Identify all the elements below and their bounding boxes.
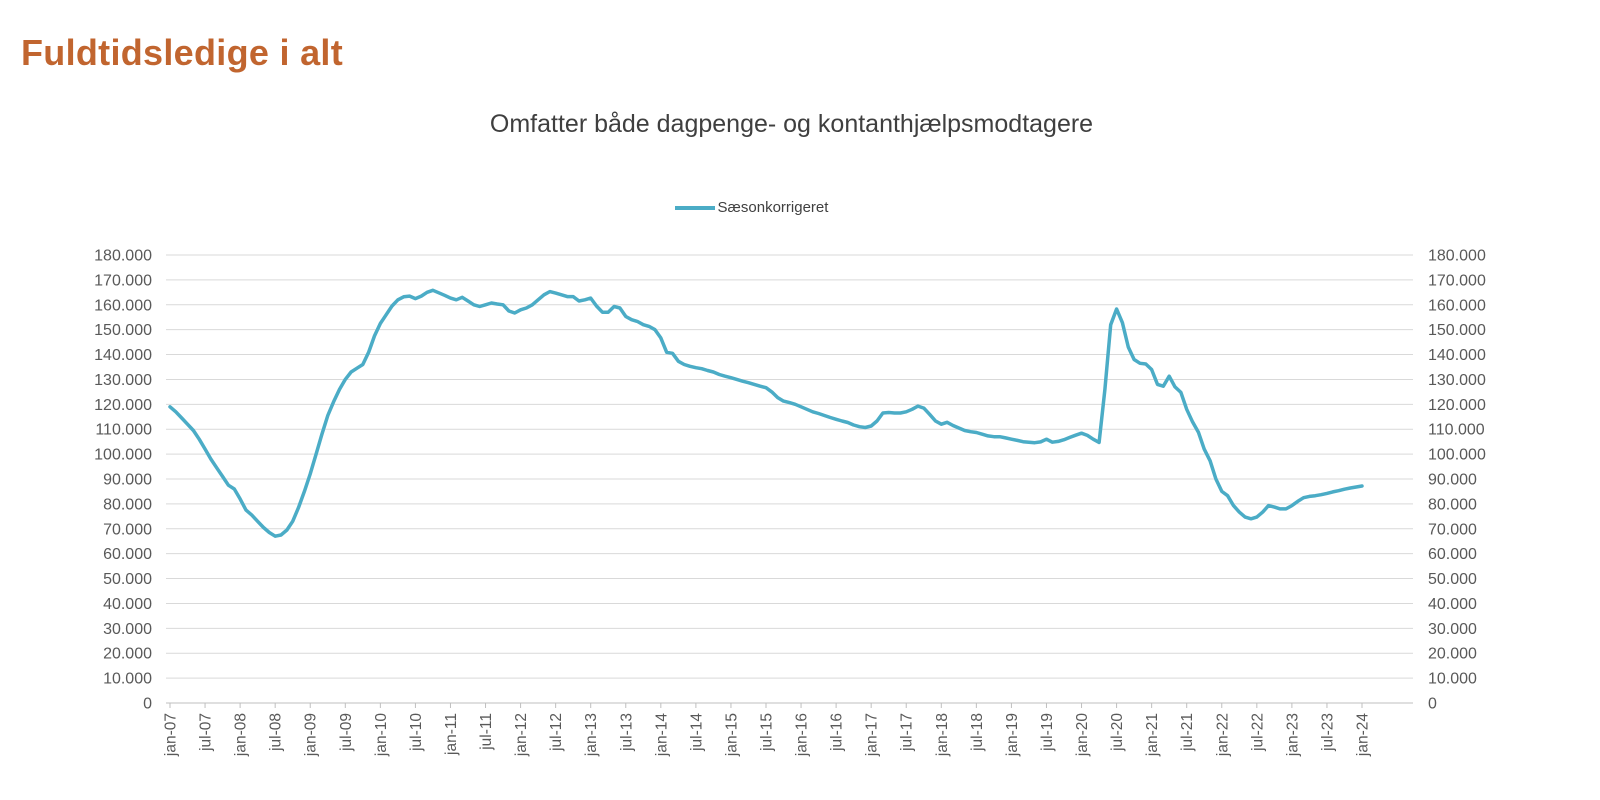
svg-text:150.000: 150.000 (1428, 322, 1486, 339)
svg-text:0: 0 (143, 696, 152, 713)
svg-text:jan-20: jan-20 (1074, 713, 1091, 757)
svg-text:jul-07: jul-07 (198, 713, 215, 752)
svg-text:jan-22: jan-22 (1214, 713, 1231, 757)
svg-text:80.000: 80.000 (103, 496, 152, 513)
svg-text:jan-19: jan-19 (1004, 713, 1021, 757)
svg-text:jan-24: jan-24 (1355, 713, 1372, 757)
svg-text:90.000: 90.000 (1428, 472, 1477, 489)
legend-line-swatch (674, 205, 715, 210)
svg-text:160.000: 160.000 (1428, 297, 1486, 314)
svg-text:60.000: 60.000 (103, 546, 152, 563)
svg-text:130.000: 130.000 (1428, 372, 1486, 389)
svg-text:jan-16: jan-16 (794, 713, 811, 757)
svg-text:jul-20: jul-20 (1109, 713, 1126, 752)
svg-text:jul-08: jul-08 (268, 713, 285, 752)
svg-text:0: 0 (1428, 696, 1437, 713)
svg-text:40.000: 40.000 (1428, 596, 1477, 613)
svg-text:10.000: 10.000 (1428, 671, 1477, 688)
svg-text:60.000: 60.000 (1428, 546, 1477, 563)
svg-text:110.000: 110.000 (95, 422, 152, 439)
svg-text:jul-23: jul-23 (1319, 713, 1336, 752)
svg-text:20.000: 20.000 (1428, 646, 1477, 663)
svg-text:jul-19: jul-19 (1039, 713, 1056, 752)
svg-text:140.000: 140.000 (1428, 347, 1486, 364)
svg-text:30.000: 30.000 (1428, 621, 1477, 638)
svg-text:jan-18: jan-18 (934, 713, 951, 757)
svg-text:100.000: 100.000 (94, 447, 152, 464)
svg-text:180.000: 180.000 (94, 248, 152, 265)
svg-text:jan-23: jan-23 (1284, 713, 1301, 757)
svg-text:jan-21: jan-21 (1144, 713, 1161, 757)
page-title: Fuldtidsledige i alt (21, 32, 344, 73)
svg-text:jan-17: jan-17 (864, 713, 881, 757)
svg-text:jan-13: jan-13 (583, 713, 600, 757)
svg-text:jul-16: jul-16 (829, 713, 846, 752)
svg-text:120.000: 120.000 (94, 397, 152, 414)
svg-text:160.000: 160.000 (94, 297, 152, 314)
svg-text:jan-10: jan-10 (373, 713, 390, 757)
svg-text:jul-11: jul-11 (478, 713, 495, 751)
svg-text:jul-17: jul-17 (899, 713, 916, 752)
svg-text:180.000: 180.000 (1428, 248, 1486, 265)
svg-text:80.000: 80.000 (1428, 496, 1477, 513)
svg-text:jul-13: jul-13 (618, 713, 635, 752)
svg-text:jan-15: jan-15 (723, 713, 740, 757)
svg-text:50.000: 50.000 (103, 571, 152, 588)
svg-text:20.000: 20.000 (103, 646, 152, 663)
svg-text:jan-12: jan-12 (513, 713, 530, 757)
svg-text:50.000: 50.000 (1428, 571, 1477, 588)
svg-text:jan-11: jan-11 (443, 713, 460, 756)
svg-text:90.000: 90.000 (103, 472, 152, 489)
svg-text:130.000: 130.000 (94, 372, 152, 389)
chart-legend: Sæsonkorrigeret (130, 199, 1373, 216)
svg-text:10.000: 10.000 (103, 671, 152, 688)
chart-title: Omfatter både dagpenge- og kontanthjælps… (489, 110, 1094, 138)
svg-text:jul-10: jul-10 (408, 713, 425, 752)
svg-text:70.000: 70.000 (1428, 521, 1477, 538)
svg-text:170.000: 170.000 (1428, 272, 1486, 289)
svg-text:jul-14: jul-14 (688, 713, 705, 752)
svg-text:170.000: 170.000 (94, 272, 152, 289)
svg-text:jul-15: jul-15 (759, 713, 776, 752)
svg-text:70.000: 70.000 (103, 521, 152, 538)
svg-text:jul-21: jul-21 (1179, 713, 1196, 752)
legend-label: Sæsonkorrigeret (717, 199, 829, 216)
svg-text:110.000: 110.000 (1428, 422, 1485, 439)
svg-text:40.000: 40.000 (103, 596, 152, 613)
svg-text:150.000: 150.000 (94, 322, 152, 339)
svg-text:jul-22: jul-22 (1249, 713, 1266, 752)
svg-text:140.000: 140.000 (94, 347, 152, 364)
svg-text:jan-09: jan-09 (303, 713, 320, 757)
svg-text:120.000: 120.000 (1428, 397, 1486, 414)
svg-text:jul-18: jul-18 (969, 713, 986, 752)
svg-text:jan-08: jan-08 (233, 713, 250, 757)
svg-text:jul-09: jul-09 (338, 713, 355, 752)
svg-text:jan-07: jan-07 (163, 713, 180, 757)
svg-text:100.000: 100.000 (1428, 447, 1486, 464)
svg-text:jul-12: jul-12 (548, 713, 565, 752)
svg-text:jan-14: jan-14 (653, 713, 670, 757)
svg-text:30.000: 30.000 (103, 621, 152, 638)
